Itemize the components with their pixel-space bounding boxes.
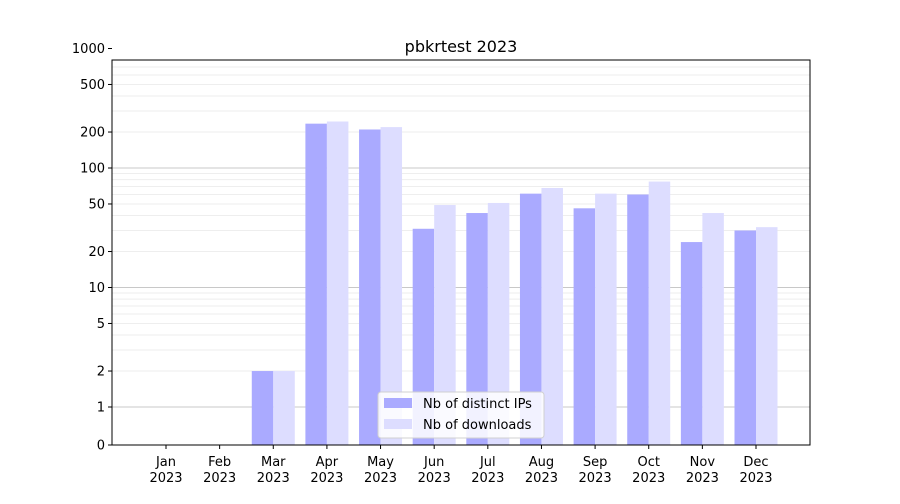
bar-downloads <box>541 188 563 445</box>
x-tick-label: Oct 2023 <box>632 455 665 486</box>
bar-distinct-ips <box>412 228 435 445</box>
y-tick-label: 20 <box>88 245 105 260</box>
bar-distinct-ips <box>627 194 649 445</box>
legend: Nb of distinct IPs Nb of downloads <box>377 391 545 439</box>
y-tick-label: 0 <box>97 439 105 454</box>
y-tick-label: 1 <box>97 401 105 416</box>
bar-downloads <box>273 371 295 445</box>
x-tick-label: Apr 2023 <box>310 455 343 486</box>
bar-downloads <box>487 202 510 445</box>
bar-distinct-ips <box>305 123 327 446</box>
plot-frame <box>111 59 811 446</box>
x-tick-label: May 2023 <box>364 455 397 486</box>
y-tick-label: 50 <box>88 197 105 212</box>
x-tick-label: Aug 2023 <box>525 455 558 486</box>
x-tick-label: Feb 2023 <box>203 455 236 486</box>
bar-distinct-ips <box>680 242 703 445</box>
legend-swatch <box>384 419 412 429</box>
bar-downloads <box>434 205 456 445</box>
bar-downloads <box>756 227 778 445</box>
bar-downloads <box>595 193 617 445</box>
bar-downloads <box>702 213 724 445</box>
y-tick-label: 2 <box>97 365 105 380</box>
x-tick-label: Jul 2023 <box>471 455 504 486</box>
x-tick-label: Dec 2023 <box>739 455 772 486</box>
bar-distinct-ips <box>466 213 488 445</box>
x-tick-label: Sep 2023 <box>579 455 612 486</box>
y-tick-label: 200 <box>80 126 105 141</box>
y-tick-label: 100 <box>80 162 105 177</box>
bar-distinct-ips <box>251 371 274 445</box>
bar-distinct-ips <box>573 208 596 445</box>
chart-title: pbkrtest 2023 <box>405 37 518 56</box>
legend-label: Nb of downloads <box>423 418 532 433</box>
legend-box <box>377 391 545 439</box>
y-tick-label: 500 <box>80 78 105 93</box>
bar-distinct-ips <box>734 230 756 445</box>
y-tick-label: 5 <box>97 317 105 332</box>
x-tick-label: Mar 2023 <box>257 455 290 486</box>
x-tick-label: Nov 2023 <box>686 455 719 486</box>
bar-downloads <box>648 181 671 445</box>
legend-swatch <box>384 398 412 408</box>
bar-distinct-ips <box>519 193 542 445</box>
y-tick-label: 10 <box>88 281 105 296</box>
legend-label: Nb of distinct IPs <box>423 397 532 412</box>
x-tick-label: Jun 2023 <box>418 455 451 486</box>
bar-downloads <box>380 127 403 445</box>
bar-downloads <box>326 121 349 445</box>
y-tick-label: 1000 <box>72 42 105 57</box>
x-tick-label: Jan 2023 <box>149 455 182 486</box>
bar-distinct-ips <box>359 129 381 445</box>
